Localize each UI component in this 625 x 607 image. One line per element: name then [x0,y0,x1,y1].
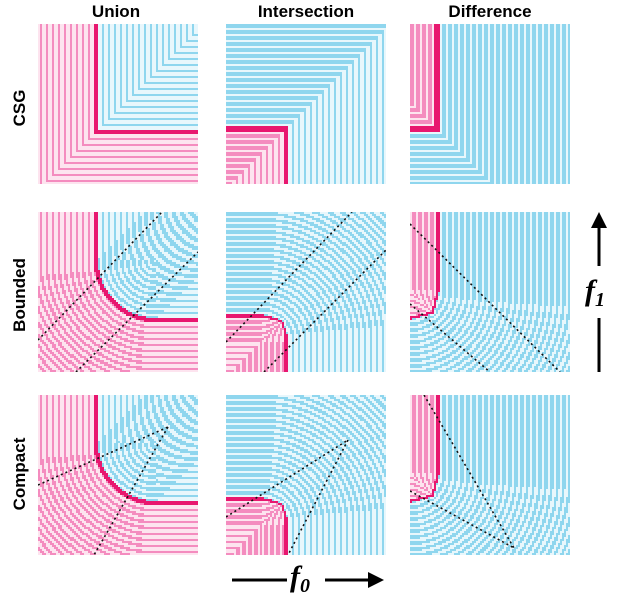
panel-intersection-bounded [226,212,386,372]
x-axis-label: f0 [290,560,310,597]
guide-line [263,249,386,372]
y-axis-arrowhead-icon [591,212,607,228]
panel-difference-csg [410,24,570,184]
guide-line [287,439,349,555]
panel-canvas [38,24,198,184]
x-axis-arrowhead-icon [368,572,384,588]
panel-canvas [410,395,570,555]
guide-line [226,212,353,343]
panel-union-csg [38,24,198,184]
column-header-union: Union [36,2,196,22]
x-axis-label-main: f [290,560,300,593]
guide-line [410,223,561,372]
panel-difference-compact [410,395,570,555]
guide-line [38,426,169,486]
panel-canvas [226,395,386,555]
panel-intersection-csg [226,24,386,184]
guide-line [75,251,198,372]
x-axis-label-subscript: 0 [300,575,310,597]
panel-canvas [38,395,198,555]
panel-canvas [38,212,198,372]
panel-intersection-compact [226,395,386,555]
y-axis-label-main: f [585,274,595,307]
panel-union-compact [38,395,198,555]
panel-union-bounded [38,212,198,372]
panel-canvas [226,212,386,372]
column-header-difference: Difference [410,2,570,22]
panel-difference-bounded [410,212,570,372]
panel-canvas [226,24,386,184]
y-axis-label-subscript: 1 [595,289,605,311]
panel-canvas [410,212,570,372]
panel-canvas [410,24,570,184]
y-axis-label: f1 [585,274,605,311]
column-header-intersection: Intersection [226,2,386,22]
guide-line [226,439,349,518]
